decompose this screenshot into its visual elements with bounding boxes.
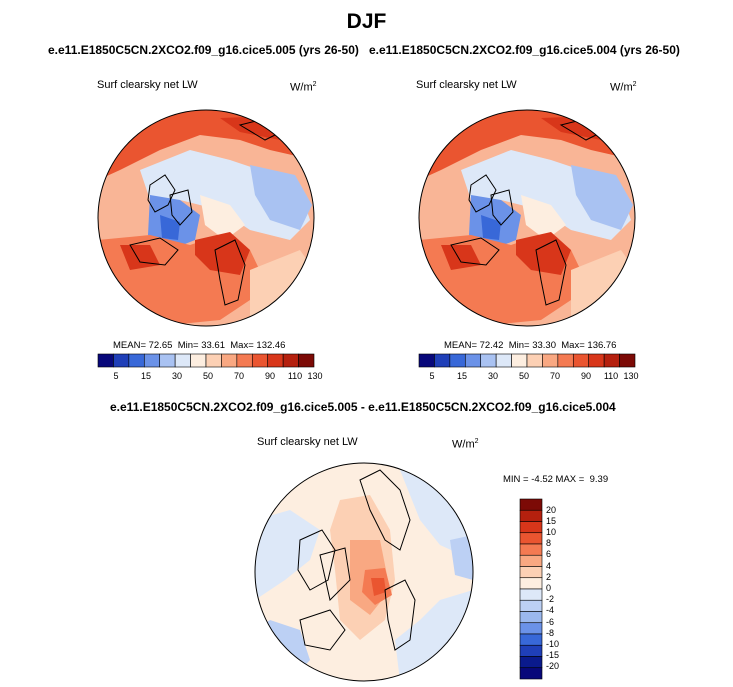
colorbar-tick: 20 — [546, 505, 557, 515]
colorbar-tick: 70 — [549, 371, 560, 381]
colorbar-tick: 5 — [113, 371, 119, 381]
colorbar-tick: 110 — [287, 371, 303, 381]
colorbar-tick: -20 — [546, 661, 560, 671]
difference-units: W/m2 — [452, 438, 479, 451]
colorbar-swatch — [519, 644, 543, 657]
colorbar-tick: 4 — [546, 561, 552, 571]
colorbar-tick: 110 — [603, 371, 619, 381]
colorbar-tick: 15 — [546, 516, 557, 526]
colorbar-swatch — [519, 667, 543, 680]
panel2-stats: MEAN= 72.42 Min= 33.30 Max= 136.76 — [444, 340, 617, 351]
colorbar-tick: -2 — [546, 594, 555, 604]
colorbar-tick: 30 — [171, 371, 182, 381]
panel1-units: W/m2 — [290, 81, 317, 94]
colorbar-tick: 2 — [546, 572, 552, 582]
colorbar-swatch — [519, 622, 543, 635]
panel1-run-title: e.e11.E1850C5CN.2XCO2.f09_g16.cice5.005 … — [48, 43, 359, 57]
difference-stats: MIN = -4.52 MAX = 9.39 — [503, 474, 609, 485]
colorbar-tick: 70 — [233, 371, 244, 381]
difference-colorbar — [519, 498, 543, 680]
colorbar-tick: 6 — [546, 549, 552, 559]
colorbar-tick: 5 — [429, 371, 435, 381]
colorbar-swatch — [519, 532, 543, 545]
panel1-colorbar — [97, 353, 315, 368]
colorbar-tick: 8 — [546, 538, 552, 548]
colorbar-tick: 15 — [140, 371, 151, 381]
colorbar-tick: -15 — [546, 650, 560, 660]
colorbar-tick: 0 — [546, 583, 552, 593]
colorbar-swatch — [519, 521, 543, 534]
colorbar-tick: 50 — [518, 371, 529, 381]
colorbar-swatch — [619, 353, 636, 368]
colorbar-swatch — [519, 566, 543, 579]
colorbar-swatch — [519, 509, 543, 522]
panel2-variable: Surf clearsky net LW — [416, 79, 517, 91]
colorbar-tick: -10 — [546, 639, 560, 649]
colorbar-tick: 30 — [487, 371, 498, 381]
colorbar-tick: 50 — [202, 371, 213, 381]
colorbar-swatch — [519, 656, 543, 669]
panel2-run-title: e.e11.E1850C5CN.2XCO2.f09_g16.cice5.004 … — [369, 43, 680, 57]
colorbar-swatch — [519, 588, 543, 601]
colorbar-tick: 90 — [264, 371, 275, 381]
colorbar-tick: 130 — [307, 371, 323, 381]
colorbar-tick: 10 — [546, 527, 557, 537]
difference-variable: Surf clearsky net LW — [257, 436, 358, 448]
colorbar-swatch — [519, 498, 543, 511]
figure-title: DJF — [346, 10, 387, 33]
colorbar-swatch — [519, 611, 543, 624]
colorbar-swatch — [519, 599, 543, 612]
colorbar-tick: -6 — [546, 617, 555, 627]
panel2-colorbar — [418, 353, 636, 368]
colorbar-swatch — [519, 554, 543, 567]
colorbar-tick: 15 — [456, 371, 467, 381]
colorbar-tick: 90 — [580, 371, 591, 381]
colorbar-swatch — [519, 543, 543, 556]
colorbar-swatch — [519, 633, 543, 646]
panel2-units: W/m2 — [610, 81, 637, 94]
colorbar-swatch — [519, 577, 543, 590]
colorbar-tick: -4 — [546, 605, 555, 615]
panel1-variable: Surf clearsky net LW — [97, 79, 198, 91]
colorbar-tick: -8 — [546, 628, 555, 638]
panel1-stats: MEAN= 72.65 Min= 33.61 Max= 132.46 — [113, 340, 286, 351]
colorbar-swatch — [298, 353, 315, 368]
colorbar-tick: 130 — [623, 371, 639, 381]
difference-run-title: e.e11.E1850C5CN.2XCO2.f09_g16.cice5.005 … — [110, 400, 616, 414]
